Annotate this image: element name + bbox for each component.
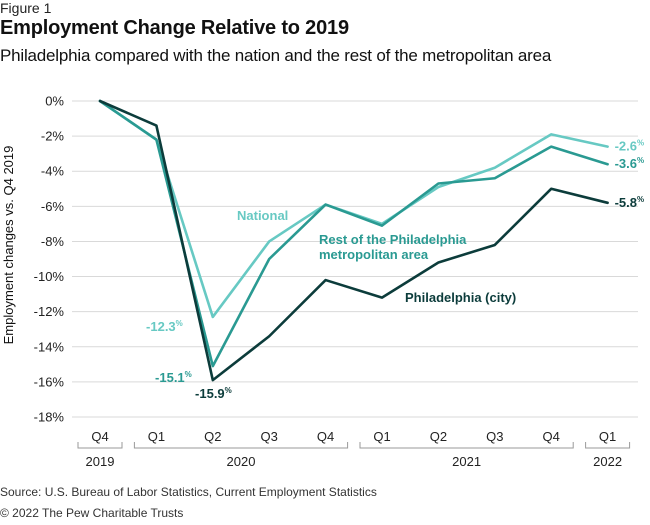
y-tick-label: -8% xyxy=(41,234,65,249)
x-tick-label: Q1 xyxy=(148,429,165,444)
x-tick-label: Q2 xyxy=(430,429,447,444)
year-label: 2022 xyxy=(593,454,622,469)
copyright-note: © 2022 The Pew Charitable Trusts xyxy=(0,506,184,520)
year-label: 2021 xyxy=(452,454,481,469)
x-tick-label: Q1 xyxy=(373,429,390,444)
source-note: Source: U.S. Bureau of Labor Statistics,… xyxy=(0,485,377,499)
y-axis-label: Employment changes vs. Q4 2019 xyxy=(1,146,16,345)
y-tick-label: -18% xyxy=(34,410,65,425)
y-tick-label: -16% xyxy=(34,374,65,389)
employment-line-chart: 0% -2% -4% -6% -8% -10% -12% -14% -16% -18% Emplo… xyxy=(1,94,644,470)
y-tick-label: -4% xyxy=(41,164,65,179)
series-name-rest-of-metro-line1: Rest of the Philadelphia xyxy=(319,232,467,247)
year-bracket xyxy=(359,442,574,449)
series-name-philadelphia: Philadelphia (city) xyxy=(405,290,516,305)
series-name-rest-of-metro-line2: metropolitan area xyxy=(319,247,429,262)
y-tick-label: -6% xyxy=(41,199,65,214)
y-tick-label: -12% xyxy=(34,304,65,319)
year-bracket xyxy=(133,442,349,449)
year-label: 2019 xyxy=(86,454,115,469)
series-line-philadelphia xyxy=(98,99,609,382)
trough-label-national: -12.3% xyxy=(146,319,183,334)
x-tick-label: Q4 xyxy=(317,429,334,444)
chart-subtitle: Philadelphia compared with the nation an… xyxy=(0,46,552,65)
end-label-rest-of-metro: -3.6% xyxy=(615,156,645,171)
x-tick-label: Q4 xyxy=(543,429,560,444)
x-tick-label: Q1 xyxy=(599,429,616,444)
year-bracket xyxy=(585,442,631,449)
year-bracket xyxy=(77,442,123,449)
x-tick-label: Q3 xyxy=(486,429,503,444)
y-axis-ticks: 0% -2% -4% -6% -8% -10% -12% -14% -16% -18% xyxy=(34,94,65,425)
x-tick-label: Q4 xyxy=(91,429,108,444)
end-label-philadelphia: -5.8% xyxy=(615,195,645,210)
end-label-national: -2.6% xyxy=(615,139,645,154)
series-lines xyxy=(98,99,609,382)
y-tick-label: -10% xyxy=(34,269,65,284)
x-tick-label: Q3 xyxy=(261,429,278,444)
y-tick-label: 0% xyxy=(45,94,64,109)
y-tick-label: -14% xyxy=(34,339,65,354)
year-label: 2020 xyxy=(227,454,256,469)
y-tick-label: -2% xyxy=(41,129,65,144)
x-axis: Q4 Q1 Q2 Q3 Q4 Q1 Q2 Q3 Q4 Q1 2019 2020 2021 2022 xyxy=(77,429,631,469)
trough-label-rest-of-metro: -15.1% xyxy=(155,370,192,385)
series-name-national: National xyxy=(237,208,288,223)
grid-lines xyxy=(72,100,638,418)
figure-label: Figure 1 xyxy=(0,0,52,16)
trough-label-philadelphia: -15.9% xyxy=(195,386,232,401)
series-labels: -2.6% -3.6% -5.8% -12.3% -15.1%-15.9% Nationa… xyxy=(146,139,644,401)
chart-title: Employment Change Relative to 2019 xyxy=(0,17,349,39)
x-tick-label: Q2 xyxy=(204,429,221,444)
